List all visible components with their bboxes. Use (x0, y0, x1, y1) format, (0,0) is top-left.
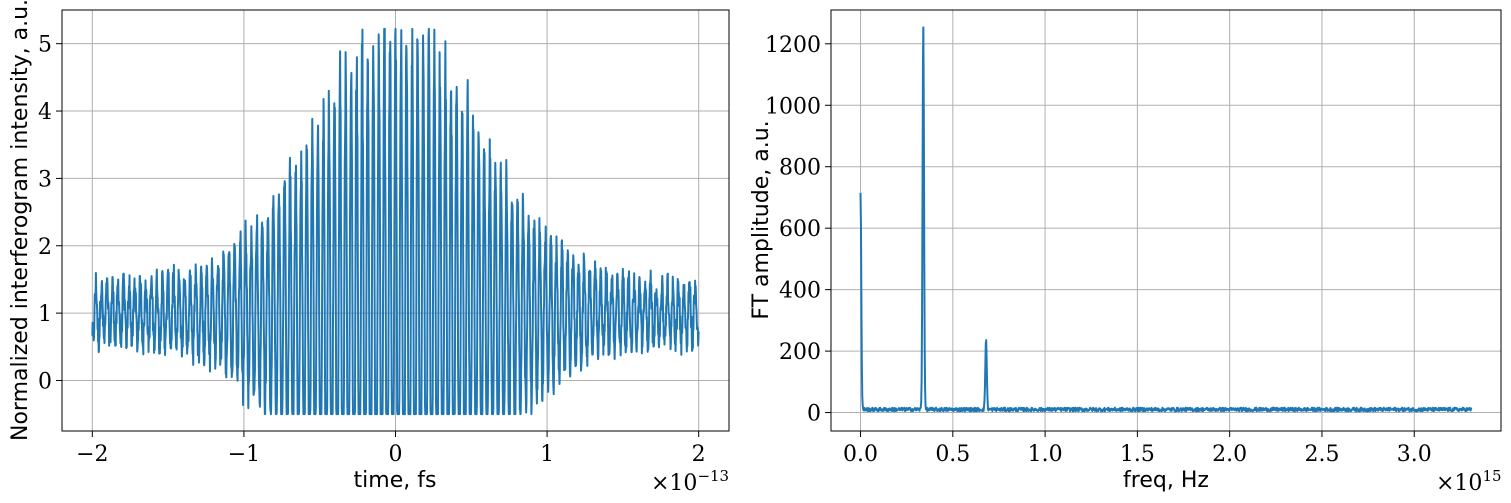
ft-xtick-label: 0.0 (843, 442, 878, 467)
ft-series (859, 26, 1473, 413)
ft-plot: 0.0 0.5 1.0 1.5 2.0 2.5 3.0 0 200 400 600 800 1000 12… (749, 9, 1502, 496)
ft-grid (831, 10, 1501, 431)
ft-series-line (859, 26, 1473, 413)
interferogram-xtick-label: 2 (692, 442, 706, 467)
ft-x-multiplier: ×1015 (1436, 467, 1502, 496)
ft-ytick-label: 200 (779, 340, 821, 365)
interferogram-xtick-label: −1 (228, 442, 260, 467)
ft-ytick-label: 400 (779, 279, 821, 304)
ft-ytick-label: 600 (779, 217, 821, 242)
ft-xtick-label: 2.0 (1212, 442, 1247, 467)
ft-y-label: FT amplitude, a.u. (749, 120, 774, 319)
interferogram-xtick-label: −2 (76, 442, 108, 467)
ft-ytick-label: 800 (779, 156, 821, 181)
ft-axes-frame (830, 9, 1502, 432)
ft-xtick-label: 3.0 (1397, 442, 1432, 467)
interferogram-ytick-label: 3 (38, 167, 52, 192)
ft-xtick-label: 0.5 (935, 442, 970, 467)
interferogram-ytick-label: 4 (38, 100, 52, 125)
ft-xtick-label: 1.0 (1028, 442, 1063, 467)
interferogram-ytick-label: 1 (38, 302, 52, 327)
interferogram-ticks: −2 −1 0 1 2 0 1 2 3 4 5 (38, 33, 706, 467)
interferogram-xtick-label: 1 (540, 442, 554, 467)
interferogram-x-multiplier: ×10−13 (651, 467, 729, 496)
interferogram-series-line (91, 27, 700, 416)
interferogram-plot: −2 −1 0 1 2 0 1 2 3 4 5 time, fs Normalized interf… (8, 0, 730, 496)
ft-xtick-label: 1.5 (1120, 442, 1155, 467)
interferogram-x-label: time, fs (354, 468, 437, 493)
interferogram-xtick-label: 0 (389, 442, 403, 467)
ft-ytick-label: 0 (807, 402, 821, 427)
interferogram-series (91, 27, 700, 416)
interferogram-ytick-label: 0 (38, 369, 52, 394)
interferogram-ytick-label: 5 (38, 33, 52, 58)
ft-ticks: 0.0 0.5 1.0 1.5 2.0 2.5 3.0 0 200 400 600 800 1000 12… (765, 33, 1432, 467)
ft-ytick-label: 1000 (765, 94, 821, 119)
ft-x-label: freq, Hz (1123, 468, 1209, 493)
interferogram-ytick-label: 2 (38, 235, 52, 260)
ft-xtick-label: 2.5 (1304, 442, 1339, 467)
ft-ytick-label: 1200 (765, 33, 821, 58)
interferogram-y-label: Normalized interferogram intensity, a.u. (8, 0, 33, 441)
